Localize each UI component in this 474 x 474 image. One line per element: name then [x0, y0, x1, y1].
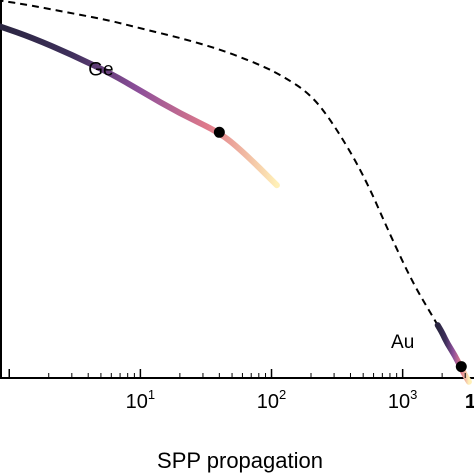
axes [0, 0, 474, 379]
x-tick-label: 101 [126, 387, 155, 413]
series-layer [0, 0, 472, 385]
marker-layer [213, 126, 467, 373]
x-tick-label: 102 [257, 387, 286, 413]
annotation-ge: Ge [88, 60, 113, 81]
annotation-au: Au [391, 332, 414, 353]
series-line-reference [0, 0, 439, 326]
series-line-ge [0, 23, 280, 189]
annotation-layer: Ge Au [88, 60, 414, 353]
x-tick-label: 1 [465, 391, 474, 413]
ticks-layer: 101 102 103 1 [8, 369, 474, 413]
x-tick-label: 103 [388, 387, 417, 413]
marker-au [455, 361, 467, 373]
x-axis-title: SPP propagation [157, 448, 323, 473]
marker-ge [213, 126, 225, 138]
